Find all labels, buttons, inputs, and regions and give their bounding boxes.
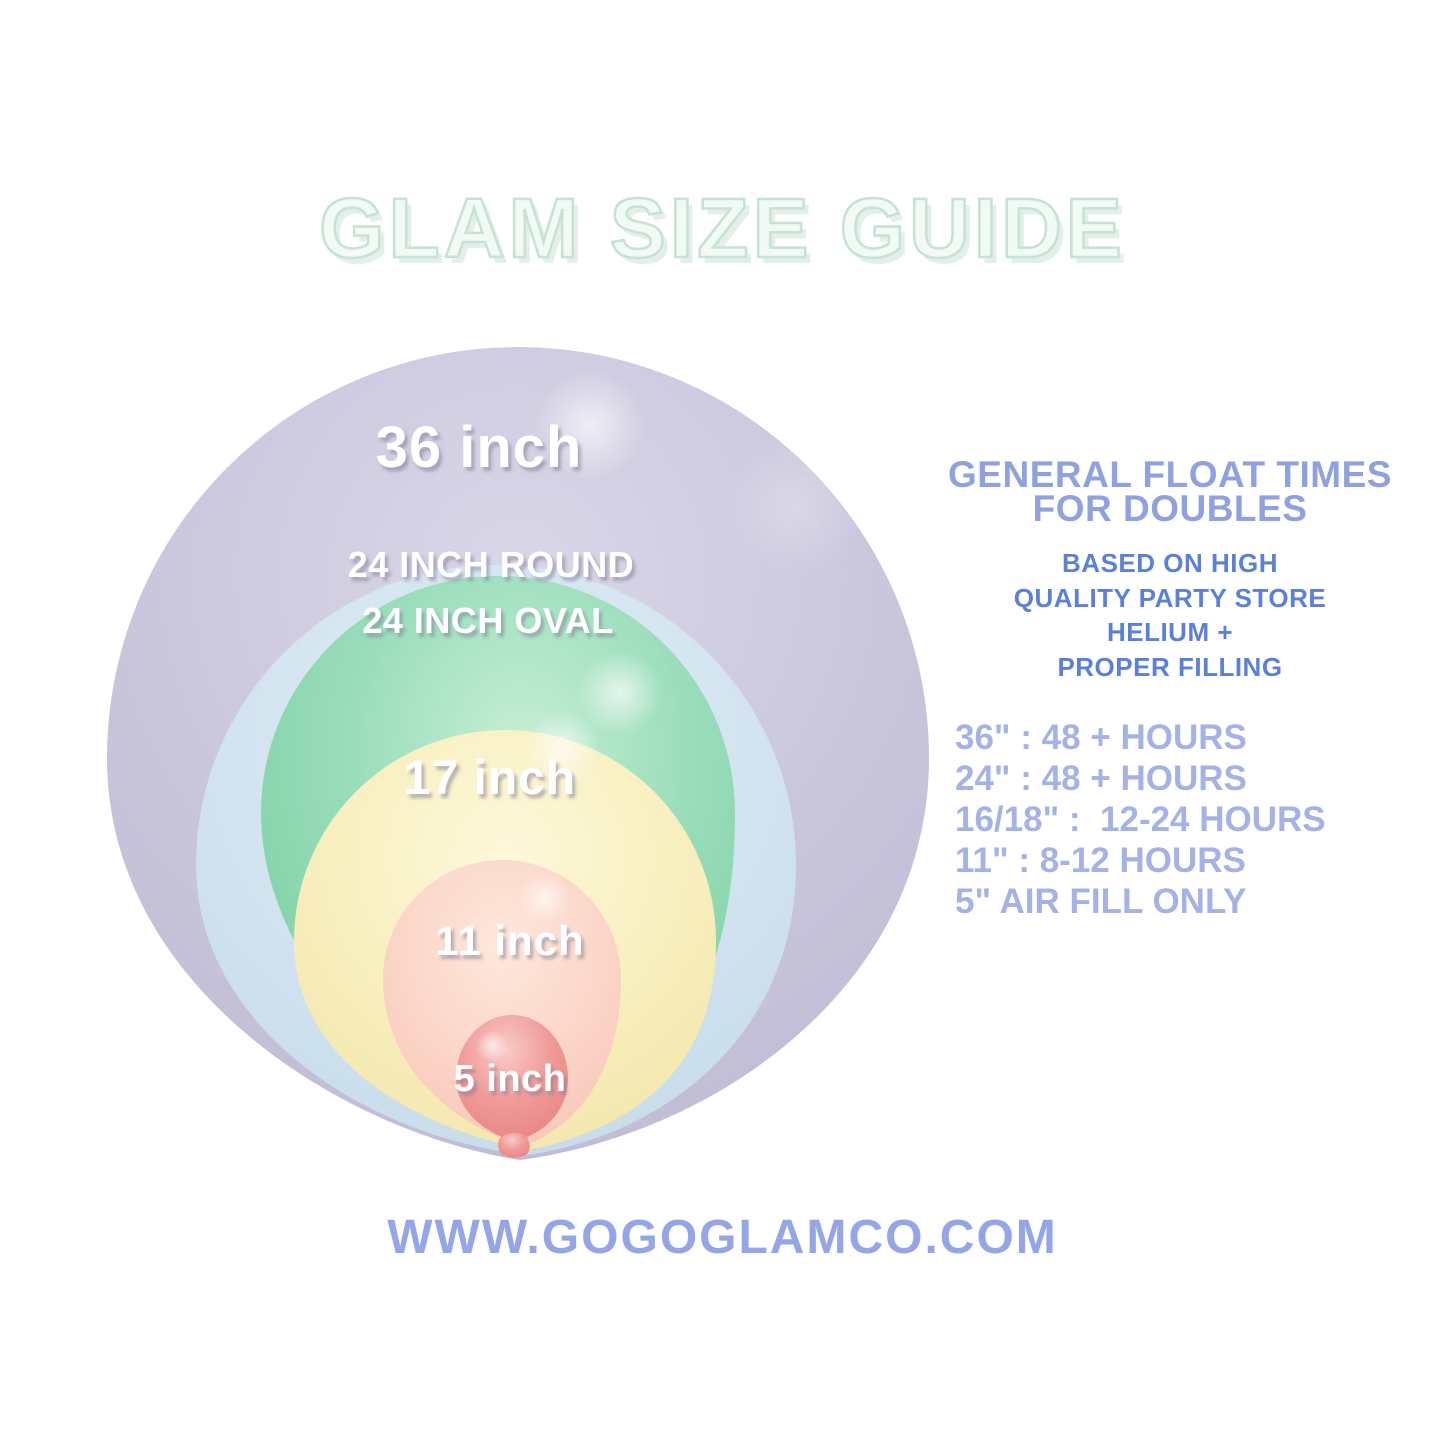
float-times-list: 36" : 48 + HOURS 24" : 48 + HOURS 16/18"… — [955, 717, 1326, 922]
balloon-label-24-inch-oval: 24 INCH OVAL — [362, 600, 614, 641]
float-time-entry-11: 11" : 8-12 HOURS — [955, 841, 1246, 880]
balloon-label-24-inch-round: 24 INCH ROUND — [347, 544, 635, 585]
balloon-label-17-inch: 17 inch — [403, 752, 577, 805]
float-time-entry-5: 5" AIR FILL ONLY — [955, 882, 1247, 921]
highlight-36 — [535, 370, 645, 480]
balloon-label-36-inch: 36 inch — [375, 415, 583, 480]
highlight-36b — [725, 435, 865, 575]
highlight-5 — [476, 1030, 508, 1062]
subheading-line: BASED ON HIGH — [1062, 548, 1278, 578]
highlight-24-oval — [578, 651, 662, 735]
subheading-line: HELIUM + — [1106, 617, 1234, 647]
balloon-label-5-inch: 5 inch — [453, 1058, 567, 1100]
float-times-heading-line2: FOR DOUBLES — [1032, 488, 1308, 529]
balloon-label-11-inch: 11 inch — [435, 917, 585, 964]
highlight-17 — [524, 710, 600, 786]
page-title: GLAM SIZE GUIDE — [318, 181, 1126, 275]
highlight-11 — [519, 872, 571, 924]
subheading-line: PROPER FILLING — [1057, 651, 1283, 682]
float-time-entry-36: 36" : 48 + HOURS — [955, 718, 1247, 757]
float-times-subheading: BASED ON HIGH QUALITY PARTY STORE HELIUM… — [935, 546, 1405, 684]
subheading-line: QUALITY PARTY STORE — [1013, 582, 1327, 613]
float-times-heading-line1: GENERAL FLOAT TIMES — [948, 454, 1392, 495]
float-time-entry-16-18: 16/18" : 12-24 HOURS — [955, 800, 1326, 839]
float-times-heading: GENERAL FLOAT TIMES FOR DOUBLES — [935, 454, 1405, 529]
website-url: WWW.GOGOGLAMCO.COM — [387, 1211, 1058, 1264]
float-time-entry-24: 24" : 48 + HOURS — [955, 759, 1247, 798]
balloon-5-knot — [498, 1133, 530, 1158]
